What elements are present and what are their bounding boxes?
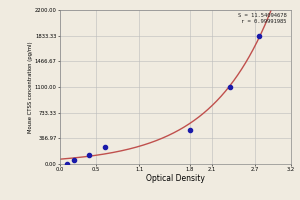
Point [102, 145, 107, 149]
Y-axis label: Mouse CTSS concentration (pg/ml): Mouse CTSS concentration (pg/ml) [28, 41, 33, 133]
Point [256, 34, 261, 37]
Point [65, 162, 70, 166]
Text: S = 11.54094678
r = 0.99991985: S = 11.54094678 r = 0.99991985 [238, 13, 286, 24]
Point [227, 85, 232, 89]
Point [188, 128, 192, 131]
X-axis label: Optical Density: Optical Density [146, 174, 205, 183]
Point [72, 159, 77, 162]
Point [86, 154, 91, 157]
